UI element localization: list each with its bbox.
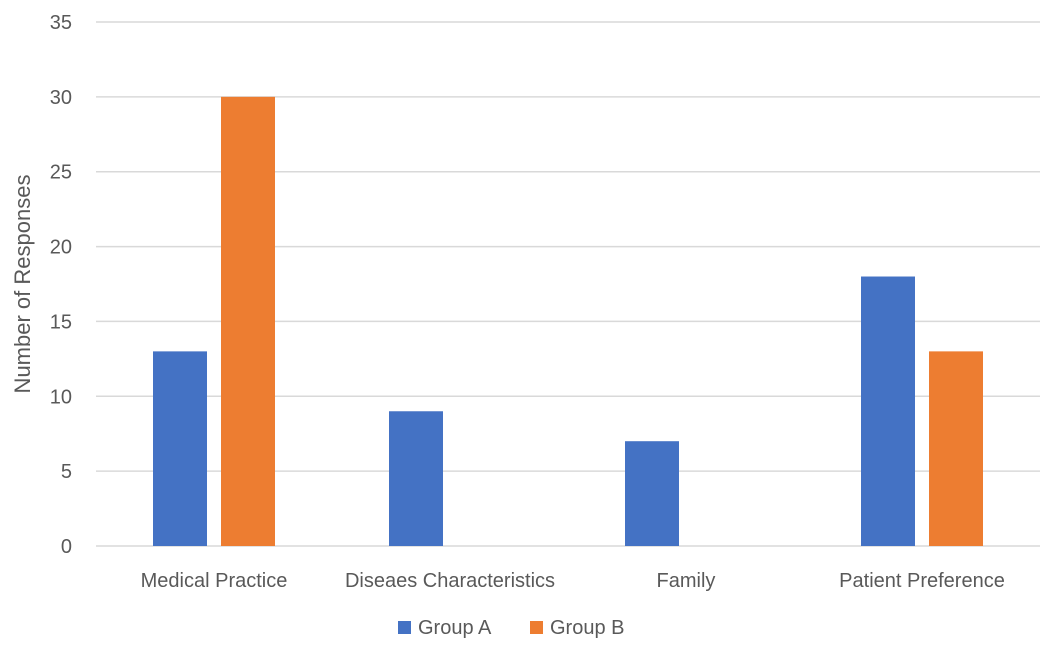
x-category-label: Family	[657, 570, 716, 592]
y-tick-label: 15	[50, 311, 72, 333]
x-category-label: Medical Practice	[141, 570, 288, 592]
y-tick-label: 20	[50, 237, 72, 259]
bars	[153, 96, 983, 546]
bar-group-b-3	[929, 351, 983, 546]
y-tick-label: 0	[61, 536, 72, 558]
y-tick-label: 35	[50, 12, 72, 34]
bar-group-b-0	[221, 96, 275, 546]
x-category-label: Diseaes Characteristics	[345, 570, 555, 592]
legend-swatch-group-b	[530, 621, 543, 634]
y-tick-label: 30	[50, 87, 72, 109]
bar-group-a-3	[861, 276, 915, 546]
legend-label: Group B	[550, 617, 624, 639]
y-axis-title: Number of Responses	[10, 175, 35, 394]
legend-label: Group A	[418, 617, 492, 639]
x-axis-categories: Medical Practice Diseaes Characteristics F…	[141, 570, 1005, 592]
x-category-label: Patient Preference	[839, 570, 1005, 592]
y-tick-label: 10	[50, 386, 72, 408]
bar-group-a-1	[389, 411, 443, 546]
legend-swatch-group-a	[398, 621, 411, 634]
y-tick-label: 25	[50, 162, 72, 184]
y-axis-ticks: 0 5 10 15 20 25 30 35	[50, 12, 72, 558]
bar-group-a-0	[153, 351, 207, 546]
legend: Group A Group B	[398, 617, 624, 639]
y-tick-label: 5	[61, 461, 72, 483]
bar-group-a-2	[625, 441, 679, 546]
